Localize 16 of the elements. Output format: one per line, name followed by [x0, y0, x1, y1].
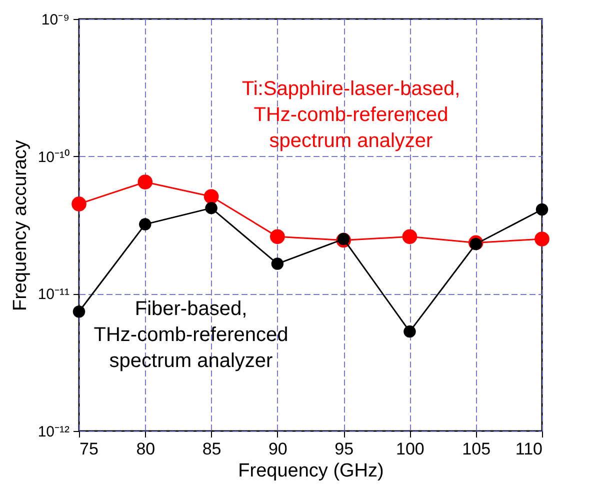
- series-label: Fiber-based, THz-comb-referenced spectrum analyzer: [94, 298, 288, 372]
- y-axis-title: Frequency accuracy: [10, 139, 31, 312]
- x-tick-label: 110: [515, 440, 542, 458]
- y-tick-label: 10⁻¹²: [38, 424, 70, 440]
- x-axis-title: Frequency (GHz): [238, 460, 384, 482]
- x-tick-label: 105: [462, 440, 491, 458]
- x-tick-label: 95: [334, 440, 354, 458]
- x-tick-label: 75: [80, 440, 98, 458]
- y-tick-label: 10⁻¹¹: [38, 286, 70, 304]
- y-tick-label: 10⁻¹⁰: [38, 148, 70, 166]
- x-tick-label: 85: [202, 440, 222, 458]
- x-tick-label: 90: [268, 440, 288, 458]
- y-tick-label: 10⁻⁹: [41, 12, 70, 28]
- x-tick-label: 80: [136, 440, 156, 458]
- x-tick-label: 100: [396, 440, 424, 458]
- text: Ti:Sapphire-laser-based, THz-comb-referenced spectrum analyzer: [242, 78, 460, 152]
